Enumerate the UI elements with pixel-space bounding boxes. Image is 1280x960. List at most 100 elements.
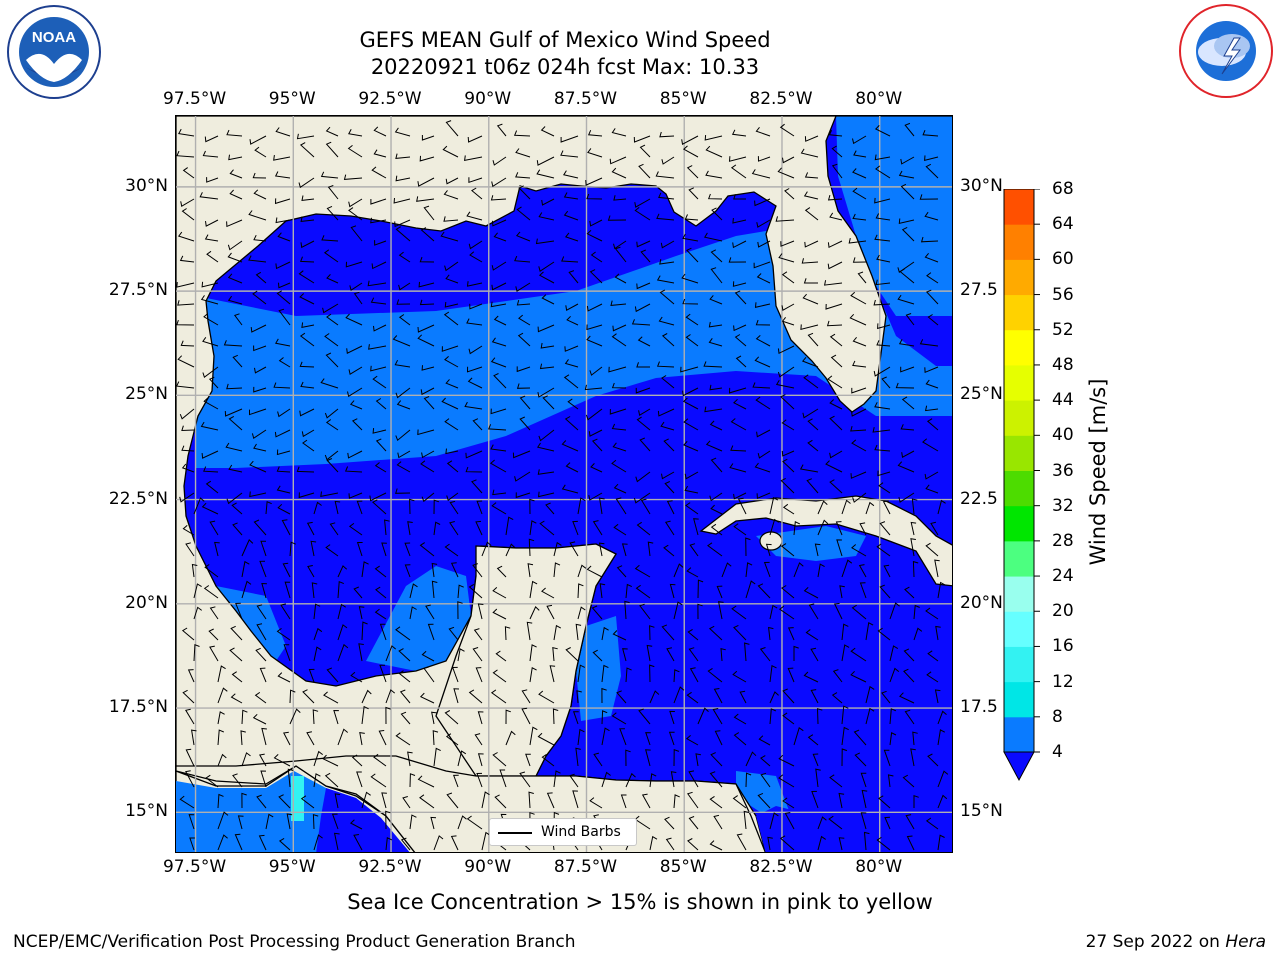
wind-barb	[217, 753, 227, 767]
wind-barb	[673, 601, 683, 620]
wind-barb	[592, 649, 603, 662]
wind-barb	[333, 832, 340, 851]
colorbar-label: Wind Speed [m/s]	[1086, 378, 1110, 566]
wind-barb	[707, 193, 723, 200]
wind-barb	[752, 382, 771, 389]
wind-barb	[577, 728, 585, 746]
wind-barb	[681, 135, 699, 145]
wind-barb	[302, 689, 315, 704]
wind-barb	[782, 458, 795, 473]
wind-barb	[420, 387, 435, 396]
wind-barb	[612, 630, 627, 641]
wind-barb	[492, 587, 507, 599]
wind-barb	[375, 398, 387, 410]
wind-barb	[400, 837, 411, 851]
wind-barb	[745, 580, 756, 599]
wind-barb	[697, 603, 703, 620]
wind-barb	[656, 213, 675, 221]
wind-barb	[373, 126, 387, 137]
lon-tick-bottom-6: 82.5°W	[749, 857, 813, 877]
wind-barb	[277, 232, 291, 242]
wind-barb	[515, 231, 531, 242]
wind-barb	[823, 280, 843, 286]
wind-barb	[754, 462, 771, 473]
lat-tick-left-0: 30°N	[125, 175, 168, 196]
wind-barb	[499, 769, 507, 788]
wind-barb	[417, 324, 435, 333]
wind-barb	[421, 365, 435, 371]
wind-barb	[369, 492, 387, 502]
wind-barb	[278, 837, 291, 851]
wind-barb	[865, 622, 874, 641]
colorbar-tick-32: 32	[1052, 495, 1074, 516]
wind-barb	[468, 689, 483, 704]
wind-barb	[396, 461, 411, 473]
wind-barb	[301, 195, 315, 201]
wind-barb	[807, 439, 819, 452]
wind-barb	[631, 319, 651, 326]
wind-barb	[421, 492, 435, 503]
wind-barb	[443, 216, 459, 222]
wind-barb	[634, 303, 651, 313]
wind-barb	[744, 642, 750, 662]
lat-tick-right-3: 22.5	[960, 488, 998, 509]
wind-barb	[592, 520, 603, 536]
nws-logo-icon	[1176, 2, 1276, 104]
wind-barb	[901, 396, 915, 410]
wind-barb	[745, 772, 752, 788]
wind-barb	[347, 145, 363, 158]
wind-barb	[877, 323, 891, 330]
wind-barb	[444, 356, 459, 368]
wind-barb	[707, 542, 723, 557]
wind-barb	[178, 128, 195, 137]
wind-barb	[206, 177, 219, 183]
wind-barb	[814, 543, 821, 557]
wind-barb	[877, 470, 891, 477]
wind-barb	[760, 772, 771, 788]
wind-barb	[372, 375, 387, 389]
wind-barb	[589, 269, 603, 284]
wind-barb	[601, 664, 609, 683]
wind-barb	[863, 831, 870, 851]
wind-barb	[577, 606, 586, 620]
wind-barb	[433, 499, 440, 515]
wind-barb	[443, 311, 459, 326]
wind-barb	[924, 155, 939, 162]
wind-barb	[378, 730, 387, 746]
wind-barb	[258, 834, 267, 851]
wind-barb	[273, 382, 291, 389]
wind-barb	[180, 198, 195, 207]
wind-barb	[682, 387, 699, 397]
wind-barb	[611, 712, 627, 725]
wind-barb	[649, 773, 657, 788]
wind-barb	[899, 692, 915, 704]
wind-barb	[417, 334, 435, 347]
wind-barb	[902, 774, 915, 788]
wind-barb	[656, 361, 675, 368]
wind-barb	[625, 772, 636, 788]
wind-barb	[900, 156, 915, 165]
wind-barb	[446, 792, 459, 809]
wind-barb	[733, 398, 747, 410]
wind-barb	[537, 387, 555, 398]
wind-barb	[686, 165, 699, 179]
wind-barb	[394, 219, 411, 228]
wind-barb	[564, 232, 579, 242]
wind-band-west	[216, 586, 286, 661]
wind-barb	[661, 471, 675, 480]
wind-barb	[930, 521, 939, 536]
wind-barb	[230, 693, 243, 704]
wind-barb	[259, 560, 267, 578]
wind-barb	[769, 604, 778, 620]
wind-barb	[375, 586, 387, 599]
wind-barb	[475, 520, 483, 536]
wind-barb	[481, 541, 492, 557]
wind-barb	[296, 466, 315, 473]
wind-barb	[810, 689, 819, 704]
wind-barb	[326, 313, 339, 326]
colorbar-bin-28	[1004, 505, 1034, 542]
colorbar-tick-48: 48	[1052, 354, 1074, 375]
wind-barb	[227, 295, 243, 305]
sea-ice-note: Sea Ice Concentration > 15% is shown in …	[347, 890, 933, 914]
wind-barb	[851, 387, 867, 394]
